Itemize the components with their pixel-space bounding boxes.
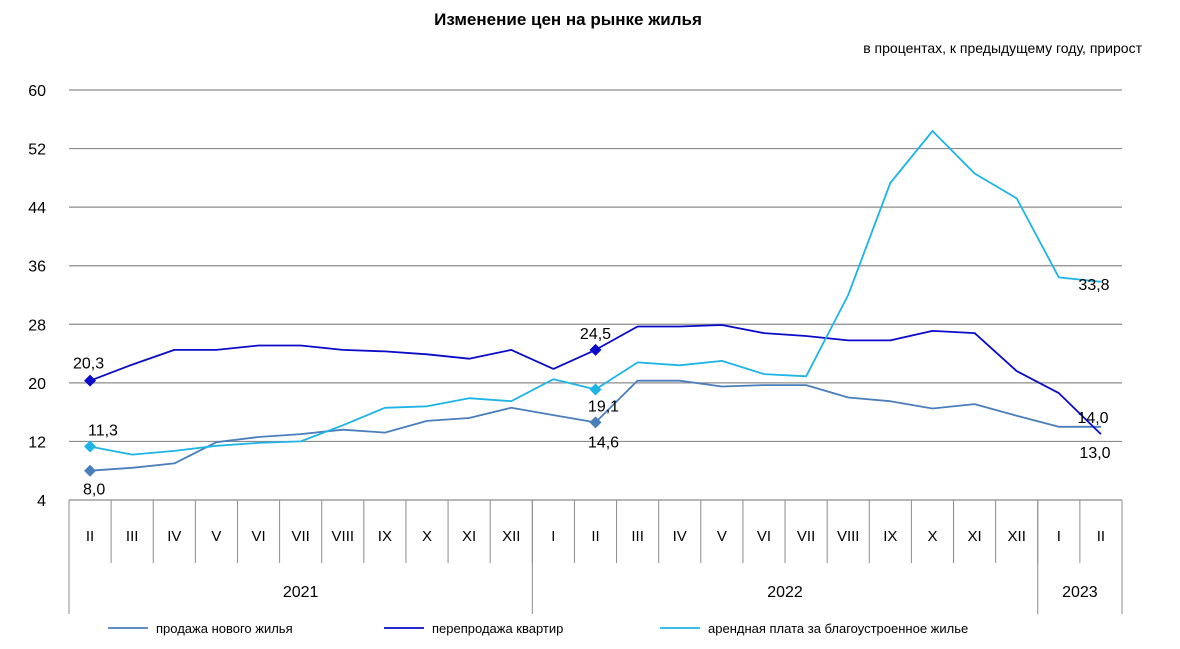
x-tick-label: V xyxy=(717,528,727,545)
y-tick-label: 44 xyxy=(28,200,46,217)
x-tick-label: XII xyxy=(502,528,520,545)
x-tick-label: VI xyxy=(757,528,771,545)
data-label: 33,8 xyxy=(1078,277,1109,294)
x-tick-label: VII xyxy=(797,528,815,545)
data-point-marker xyxy=(84,440,97,453)
data-label: 20,3 xyxy=(73,356,104,373)
data-label: 14,6 xyxy=(588,434,619,451)
data-labels: 8,0 14,6 14,0 20,3 24,5 13,0 11,3 19,1 33,8 xyxy=(73,277,1111,499)
data-label: 19,1 xyxy=(588,398,619,415)
x-tick-label: XI xyxy=(967,528,981,545)
data-point-marker xyxy=(589,343,602,356)
data-label: 11,3 xyxy=(88,423,118,440)
year-label: 2022 xyxy=(767,584,803,601)
x-tick-label: X xyxy=(927,528,937,545)
year-label: 2021 xyxy=(283,584,319,601)
data-label: 13,0 xyxy=(1079,445,1110,462)
x-tick-label: IV xyxy=(673,528,687,545)
x-tick-label: II xyxy=(1097,528,1105,545)
legend-label: арендная плата за благоустроенное жилье xyxy=(708,621,968,636)
y-tick-label: 36 xyxy=(28,259,46,276)
data-label: 24,5 xyxy=(580,326,611,343)
x-tick-label: XI xyxy=(462,528,476,545)
y-tick-label: 52 xyxy=(28,142,46,159)
legend: продажа нового жилья перепродажа квартир а… xyxy=(108,621,968,636)
x-tick-label: VIII xyxy=(332,528,355,545)
data-label: 8,0 xyxy=(83,482,105,499)
x-tick-label: II xyxy=(86,528,94,545)
chart-subtitle: в процентах, к предыдущему году, прирост xyxy=(863,40,1142,56)
x-tick-label: VIII xyxy=(837,528,860,545)
legend-label: перепродажа квартир xyxy=(432,621,563,636)
x-tick-label: VI xyxy=(251,528,265,545)
data-point-marker xyxy=(84,374,97,387)
y-tick-label: 60 xyxy=(28,83,46,100)
y-axis: 4 12 20 28 36 44 52 60 xyxy=(28,83,46,510)
x-tick-label: III xyxy=(631,528,644,545)
data-point-marker xyxy=(589,416,602,429)
x-tick-label: X xyxy=(422,528,432,545)
x-tick-label: IV xyxy=(167,528,181,545)
grid-lines xyxy=(69,89,1122,501)
y-tick-label: 28 xyxy=(28,317,46,334)
x-tick-label: V xyxy=(211,528,221,545)
y-tick-label: 20 xyxy=(28,376,46,393)
chart-title: Изменение цен на рынке жилья xyxy=(434,10,702,29)
x-tick-label: XII xyxy=(1008,528,1026,545)
data-label: 14,0 xyxy=(1077,410,1108,427)
y-tick-label: 4 xyxy=(37,493,46,510)
x-tick-label: IX xyxy=(378,528,392,545)
x-tick-label: I xyxy=(551,528,555,545)
legend-label: продажа нового жилья xyxy=(156,621,293,636)
year-label: 2023 xyxy=(1062,584,1098,601)
y-tick-label: 12 xyxy=(28,434,46,451)
x-tick-label: II xyxy=(591,528,599,545)
x-tick-label: IX xyxy=(883,528,897,545)
x-tick-label: I xyxy=(1057,528,1061,545)
data-point-marker xyxy=(84,464,97,477)
series-group xyxy=(84,130,1102,477)
data-point-marker xyxy=(589,383,602,396)
x-axis: II III IV V VI VII VIII IX X XI XII I II III IV V VI VII V… xyxy=(68,500,1123,614)
x-tick-label: VII xyxy=(291,528,309,545)
x-tick-label: III xyxy=(126,528,139,545)
